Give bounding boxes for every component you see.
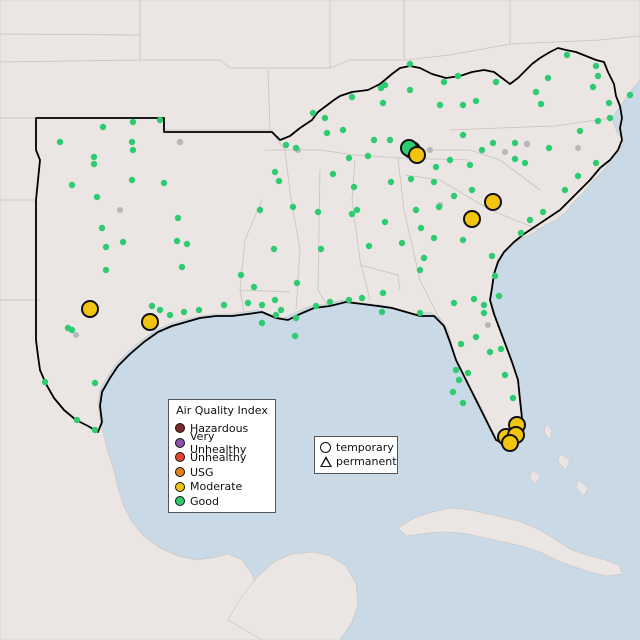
good-aqi-sites[interactable] [41,51,634,434]
legend-item-hazardous: Hazardous [175,421,269,436]
legend-label-unhealthy: Unhealthy [190,450,247,464]
aqi-legend-title: Air Quality Index [176,404,268,417]
legend-label-good: Good [190,494,219,508]
legend-label-temporary: temporary [336,440,394,454]
monitor-type-legend: temporary permanent [314,436,398,474]
usg-swatch-icon [175,467,185,478]
inactive-monitors [73,138,581,338]
legend-item-temporary: temporary [320,440,394,455]
bahamas-islands [529,423,589,497]
legend-item-permanent: permanent [320,455,397,470]
legend-item-moderate: Moderate [175,479,269,494]
moderate-aqi-site-large[interactable] [408,146,426,164]
legend-label-very-unhealthy: Very Unhealthy [190,429,247,456]
legend-label-usg: USG [190,465,214,479]
legend-label-moderate: Moderate [190,480,243,494]
region-boundary [35,47,623,447]
legend-item-very-unhealthy: Very Unhealthy [175,430,269,456]
legend-label-permanent: permanent [336,455,397,469]
circle-icon [320,441,331,453]
legend-item-unhealthy: Unhealthy [175,450,269,465]
good-swatch-icon [175,496,185,507]
moderate-swatch-icon [175,481,185,492]
moderate-aqi-sites[interactable] [81,141,526,452]
unhealthy-swatch-icon [175,452,185,463]
triangle-icon [320,456,332,468]
legend-item-good: Good [175,494,269,509]
hazardous-swatch-icon [175,423,185,434]
legend-label-hazardous: Hazardous [190,421,249,435]
cuba-land [397,507,623,577]
yucatan-land [227,551,359,640]
legend-item-usg: USG [175,465,269,480]
aqi-legend: Air Quality Index Hazardous Very Unhealt… [168,399,276,513]
very-unhealthy-swatch-icon [175,437,185,448]
